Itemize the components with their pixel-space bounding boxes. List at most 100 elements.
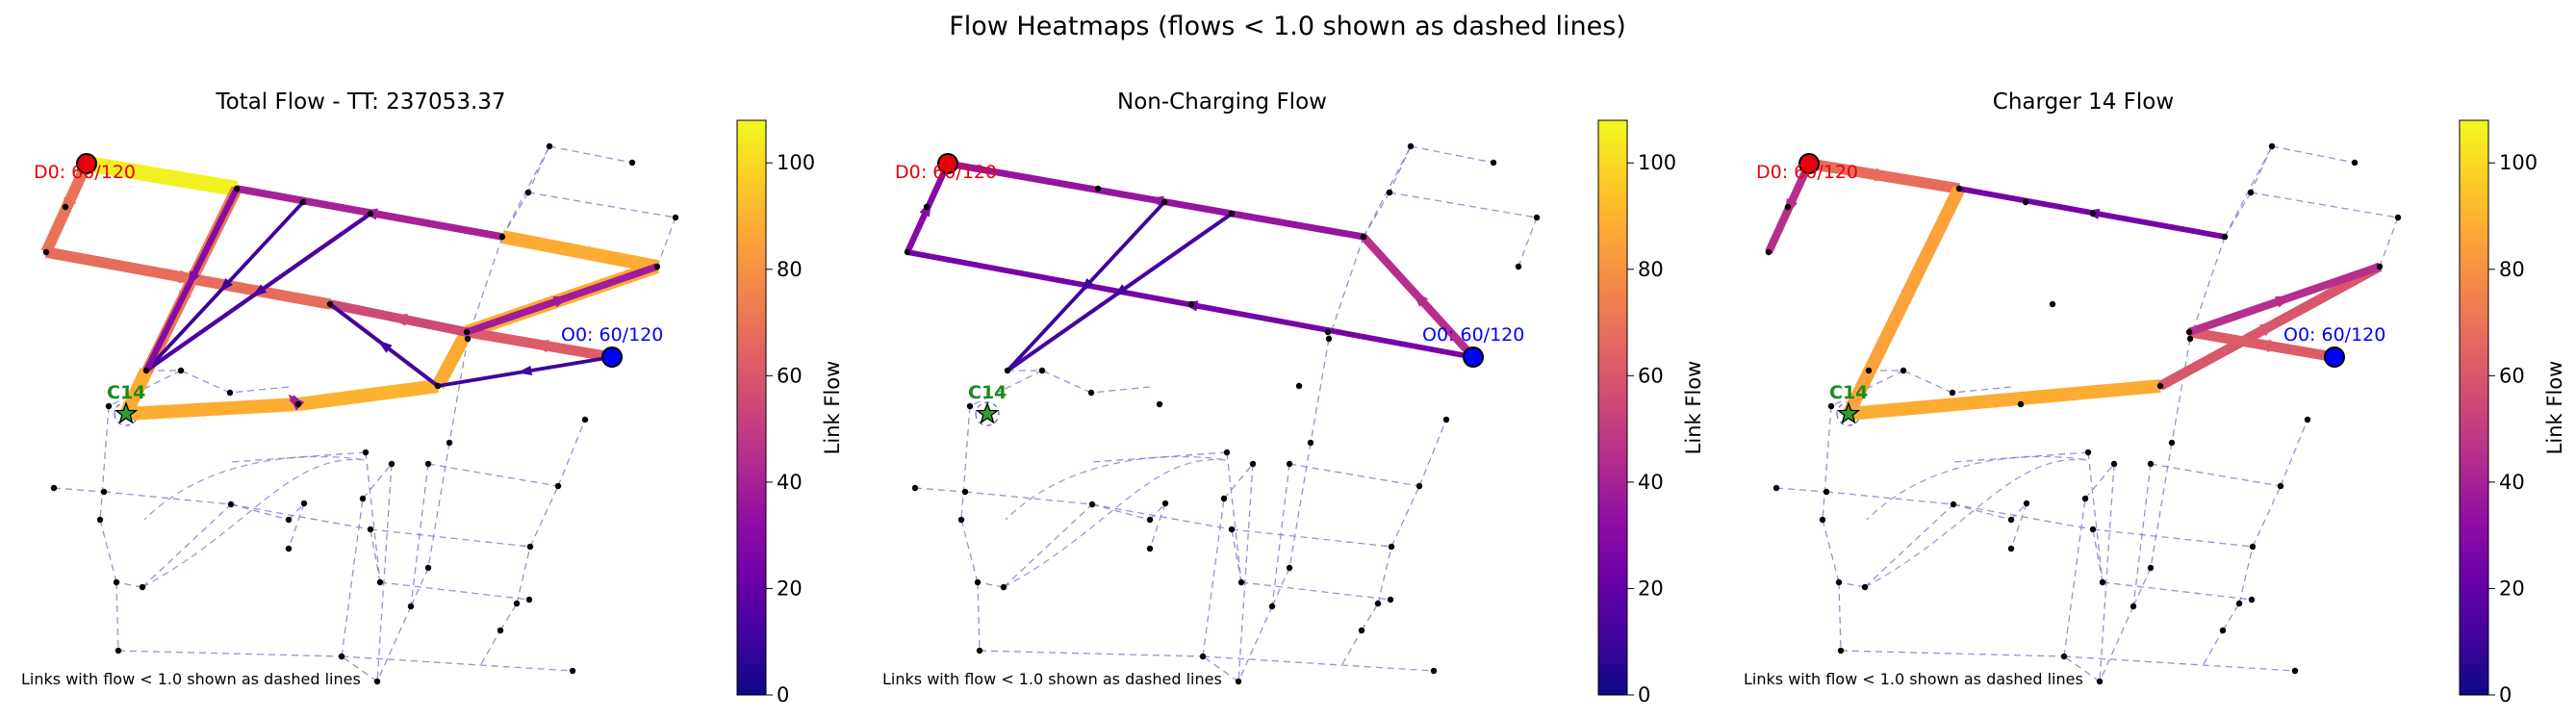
flow-arrow xyxy=(517,365,533,375)
colorbar-tick-label: 20 xyxy=(777,577,803,600)
dashed-link xyxy=(557,419,586,487)
dashed-link xyxy=(99,405,110,521)
dashed-link xyxy=(1041,370,1092,394)
dashed-link xyxy=(1341,629,1363,665)
node-dot xyxy=(1268,603,1276,610)
nodes xyxy=(1765,142,2402,685)
node-dot xyxy=(653,263,661,270)
dashed-link xyxy=(1237,605,1273,682)
dashed-link xyxy=(2379,217,2399,268)
colorbar-gradient xyxy=(1597,119,1628,696)
node-dot xyxy=(1387,596,1394,603)
dashed-link xyxy=(2171,338,2191,444)
flow-arrow xyxy=(441,347,458,372)
node-dot xyxy=(526,543,534,551)
dashed-link xyxy=(516,546,531,604)
dashed-link xyxy=(365,451,381,583)
dashed-link xyxy=(2280,419,2308,487)
dashed-link xyxy=(288,502,305,550)
node-dot xyxy=(2147,460,2155,468)
dashed-link xyxy=(1838,581,1842,652)
node-dot xyxy=(62,203,69,211)
node-dot xyxy=(628,159,636,167)
node-dot xyxy=(1416,482,1423,490)
node-dot xyxy=(1249,460,1257,468)
dashed-link xyxy=(1952,503,2012,521)
flow-arrow xyxy=(528,339,549,353)
dashed-link xyxy=(1389,145,1412,193)
node-dot xyxy=(1388,543,1395,551)
node-dot xyxy=(1515,263,1522,270)
node-dot xyxy=(1004,367,1011,374)
node-dot xyxy=(2089,210,2097,218)
flow-arrow xyxy=(187,270,200,289)
colorbar-tick-label: 0 xyxy=(777,683,789,706)
node-dot xyxy=(974,578,982,586)
dashed-link xyxy=(1822,405,1832,521)
dashed-link xyxy=(2063,655,2296,672)
dashed-link xyxy=(1231,528,1242,583)
node-dot xyxy=(285,516,293,524)
node-dot xyxy=(525,596,533,603)
dashed-link xyxy=(548,145,633,164)
destination-label: D0: 60/120 xyxy=(1756,162,1858,183)
dashed-link xyxy=(370,528,381,583)
node-dot xyxy=(338,653,345,660)
node-dot xyxy=(233,185,241,193)
dashed-link xyxy=(1202,655,1435,672)
dashed-link xyxy=(1418,419,1447,487)
node-dot xyxy=(2007,516,2015,524)
charger-star-icon xyxy=(975,401,1000,424)
node-dot xyxy=(142,367,150,374)
node-dot xyxy=(1823,488,1830,496)
dashed-link xyxy=(1775,487,1827,493)
dashed-link xyxy=(499,603,518,631)
dashed-link xyxy=(467,236,503,340)
dashed-link xyxy=(230,503,290,521)
dashed-link xyxy=(115,581,143,588)
colorbar-tick-label: 60 xyxy=(2499,364,2525,387)
dashed-link xyxy=(2084,463,2115,500)
flow-arrow xyxy=(150,167,175,183)
node-dot xyxy=(524,189,532,196)
node-dot xyxy=(424,460,432,468)
node-dot xyxy=(1949,389,1956,397)
node-dot xyxy=(1765,248,1773,256)
node-dot xyxy=(1861,583,1869,591)
node-dot xyxy=(446,439,453,447)
node-dot xyxy=(1950,501,1957,508)
node-dot xyxy=(1407,142,1415,150)
flow-arrow xyxy=(62,196,77,218)
flow-arrow xyxy=(251,284,268,297)
panel-2: Non-Charging Flow D0: 60/120 O0: 60/120 C14… xyxy=(882,90,1705,706)
dashed-link xyxy=(1202,498,1225,657)
dashed-link xyxy=(979,650,1204,657)
flow-links xyxy=(1765,158,2383,421)
dashed-link xyxy=(2099,463,2115,682)
dashed-link xyxy=(1003,503,1093,588)
node-dot xyxy=(2219,627,2227,634)
origin-label: O0: 60/120 xyxy=(2283,324,2385,346)
dashed-link xyxy=(2224,192,2252,238)
node-dot xyxy=(2221,233,2229,241)
node-dot xyxy=(388,460,395,468)
node-dot xyxy=(177,367,185,374)
destination-marker xyxy=(76,153,97,174)
dashed-link xyxy=(2063,655,2101,682)
dashed-link xyxy=(229,386,290,394)
node-dot xyxy=(1374,600,1382,607)
node-dot xyxy=(2081,495,2089,502)
dashed-link xyxy=(117,650,343,657)
node-dot xyxy=(139,583,146,591)
panel-title: Total Flow - TT: 237053.37 xyxy=(215,90,505,115)
node-dot xyxy=(2186,335,2194,343)
dashed-link xyxy=(1518,217,1538,268)
node-dot xyxy=(326,300,334,308)
node-dot xyxy=(1430,667,1438,675)
dashed-link xyxy=(1288,442,1312,569)
dashed-link xyxy=(977,581,1005,588)
node-dot xyxy=(2049,300,2056,308)
dashed-link xyxy=(2132,463,2152,607)
node-dot xyxy=(2277,482,2284,490)
dashed-link xyxy=(2010,502,2028,550)
